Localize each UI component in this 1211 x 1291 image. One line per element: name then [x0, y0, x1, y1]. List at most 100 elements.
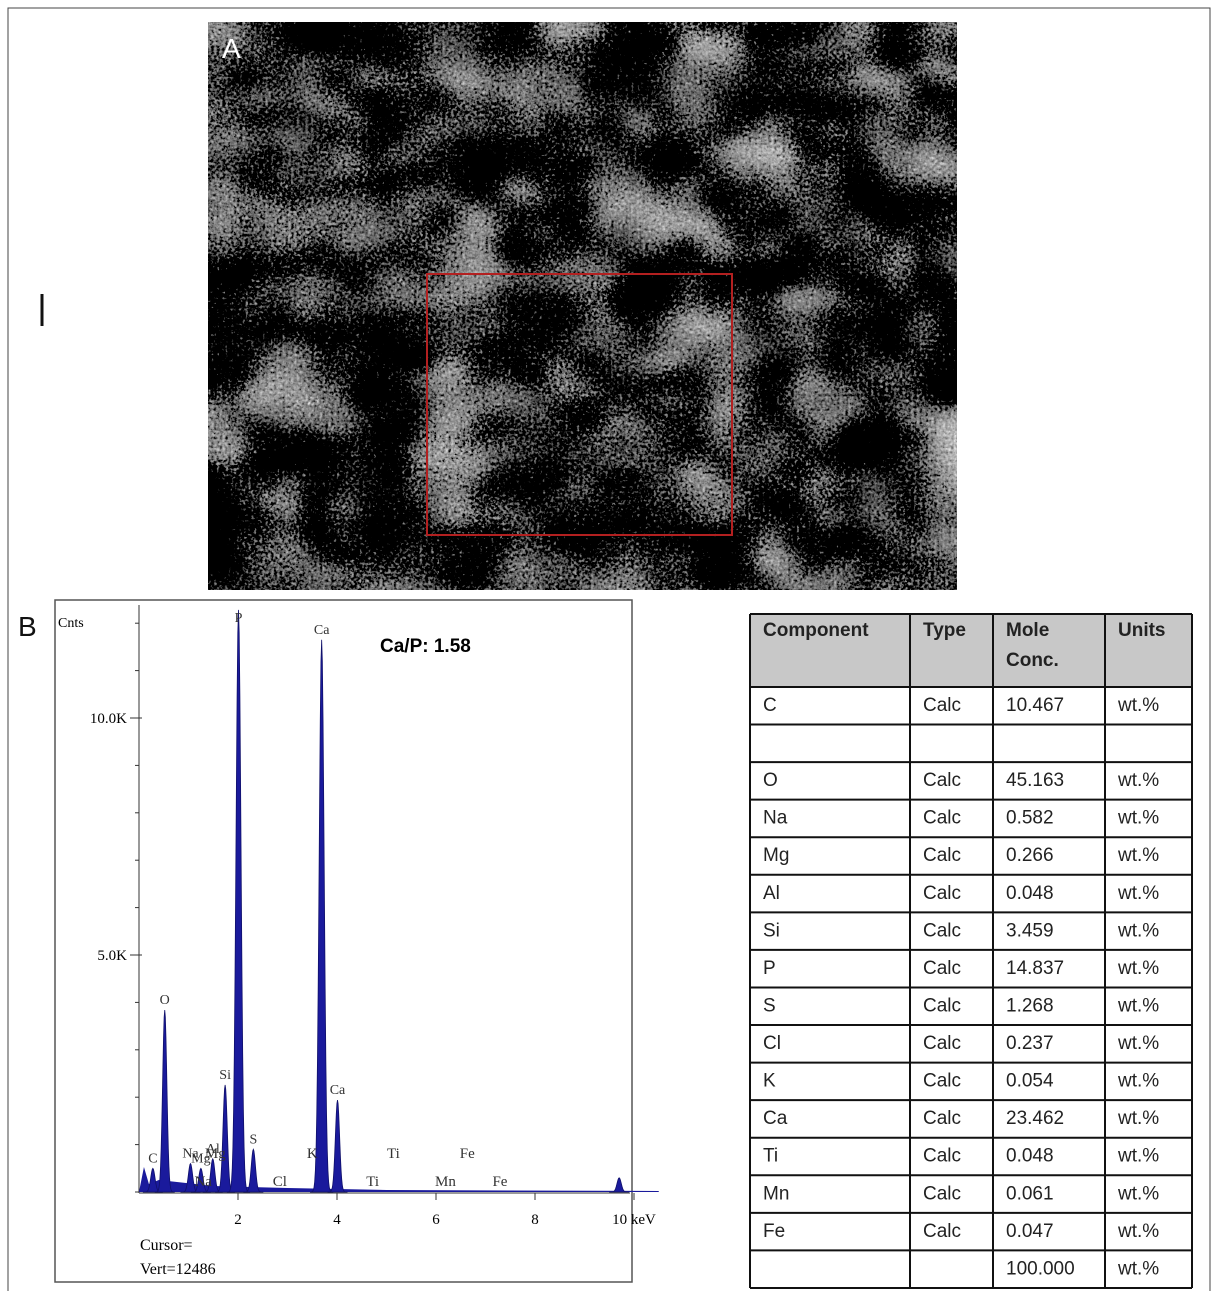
cursor-label: Cursor= — [140, 1237, 193, 1254]
x-tick-label: 6 — [432, 1212, 440, 1228]
peak-label: P — [235, 611, 243, 626]
peak — [154, 1009, 175, 1193]
table-cell: O — [763, 770, 778, 791]
panel-label: A — [222, 33, 241, 64]
line-marker: Fe — [460, 1146, 475, 1162]
table-cell: Al — [763, 883, 780, 904]
table-cell: Calc — [923, 845, 961, 866]
table-cell: 0.047 — [1006, 1221, 1054, 1242]
peak-label: C — [148, 1151, 157, 1166]
table-cell: K — [763, 1071, 776, 1092]
table-cell: 0.582 — [1006, 808, 1054, 829]
peak-label: Si — [219, 1068, 231, 1083]
peak — [243, 1148, 263, 1193]
y-tick-label: 10.0K — [90, 711, 127, 727]
header-cell: Mole Conc. — [1006, 620, 1059, 671]
table-cell: wt.% — [1117, 883, 1159, 904]
table-cell: Calc — [923, 1183, 961, 1204]
table-cell: Si — [763, 920, 780, 941]
line-marker: K — [307, 1146, 318, 1162]
table-cell: wt.% — [1117, 995, 1159, 1016]
table-cell: wt.% — [1117, 1146, 1159, 1167]
peak-label: Ca — [330, 1083, 346, 1098]
header-cell: Units — [1118, 620, 1166, 641]
peak-label: Al — [206, 1142, 220, 1157]
table-cell: Calc — [923, 808, 961, 829]
table-cell: Calc — [923, 1071, 961, 1092]
table-cell: wt.% — [1117, 808, 1159, 829]
peak — [609, 1177, 629, 1193]
peak-label: O — [160, 993, 170, 1008]
table-cell: Calc — [923, 995, 961, 1016]
peak — [226, 609, 251, 1193]
table-cell: 0.048 — [1006, 1146, 1054, 1167]
header-cell: Type — [923, 620, 966, 641]
table-cell: wt.% — [1117, 845, 1159, 866]
line-marker: Ti — [366, 1174, 379, 1190]
table-cell: 45.163 — [1006, 770, 1064, 791]
table-cell: S — [763, 995, 776, 1016]
table-cell: wt.% — [1117, 1033, 1159, 1054]
table-cell: 23.462 — [1006, 1108, 1064, 1129]
table-cell: Calc — [923, 1108, 961, 1129]
table-cell: Mn — [763, 1183, 789, 1204]
table-cell: Mg — [763, 845, 789, 866]
line-marker: Mn — [435, 1174, 456, 1190]
peak — [310, 639, 334, 1193]
header-cell: Component — [763, 620, 869, 641]
table-cell: Calc — [923, 770, 961, 791]
table-cell: Calc — [923, 695, 961, 716]
table-cell: Fe — [763, 1221, 785, 1242]
y-tick-label: 5.0K — [97, 948, 127, 964]
table-cell: wt.% — [1117, 1108, 1159, 1129]
x-tick-label: 4 — [333, 1212, 341, 1228]
frame — [7, 7, 1211, 1291]
region-box — [426, 273, 733, 536]
x-tick-label: 10 keV — [612, 1212, 656, 1228]
table-cell: wt.% — [1117, 770, 1159, 791]
table-cell: 0.048 — [1006, 883, 1054, 904]
line-marker: Mg — [205, 1146, 226, 1162]
line-marker: Cl — [273, 1174, 287, 1190]
peak-label: Ca — [314, 623, 330, 638]
sem-image — [208, 22, 957, 590]
panel-label: B — [18, 611, 37, 642]
line-marker: Ti — [387, 1146, 400, 1162]
vert-label: Vert=12486 — [140, 1261, 216, 1278]
table-cell: wt.% — [1117, 1258, 1159, 1279]
table-cell: 100.000 — [1006, 1258, 1075, 1279]
table-cell: Calc — [923, 1146, 961, 1167]
table-cell: 0.061 — [1006, 1183, 1054, 1204]
peak — [327, 1099, 348, 1193]
table-cell: wt.% — [1117, 1071, 1159, 1092]
line-marker: Na — [194, 1174, 212, 1190]
table-cell: 1.268 — [1006, 995, 1054, 1016]
table-cell: Calc — [923, 920, 961, 941]
x-tick-label: 8 — [531, 1212, 539, 1228]
table-cell: Calc — [923, 1033, 961, 1054]
table-cell: Cl — [763, 1033, 781, 1054]
ratio-label: Ca/P: 1.58 — [380, 636, 471, 657]
table-cell: wt.% — [1117, 695, 1159, 716]
peak-label: S — [249, 1132, 257, 1147]
spectrum-box — [54, 599, 633, 1283]
table-cell: 0.054 — [1006, 1071, 1054, 1092]
line-marker: Fe — [492, 1174, 507, 1190]
table-cell: Ti — [763, 1146, 778, 1167]
table-cell: 0.237 — [1006, 1033, 1054, 1054]
table-cell: Calc — [923, 1221, 961, 1242]
table-cell: Calc — [923, 883, 961, 904]
table-cell: C — [763, 695, 777, 716]
table-cell: wt.% — [1117, 958, 1159, 979]
peak-label: Na — [182, 1147, 199, 1162]
table-cell: wt.% — [1117, 1183, 1159, 1204]
table: Component Type Mole Conc. Units C Calc 10.467 wt… — [749, 613, 1193, 1289]
header-bg — [750, 614, 1192, 687]
table-cell: Ca — [763, 1108, 788, 1129]
y-unit: Cnts — [58, 616, 84, 631]
table-cell: 10.467 — [1006, 695, 1064, 716]
table-cell: Na — [763, 808, 788, 829]
x-tick-label: 2 — [234, 1212, 242, 1228]
table-cell: wt.% — [1117, 1221, 1159, 1242]
